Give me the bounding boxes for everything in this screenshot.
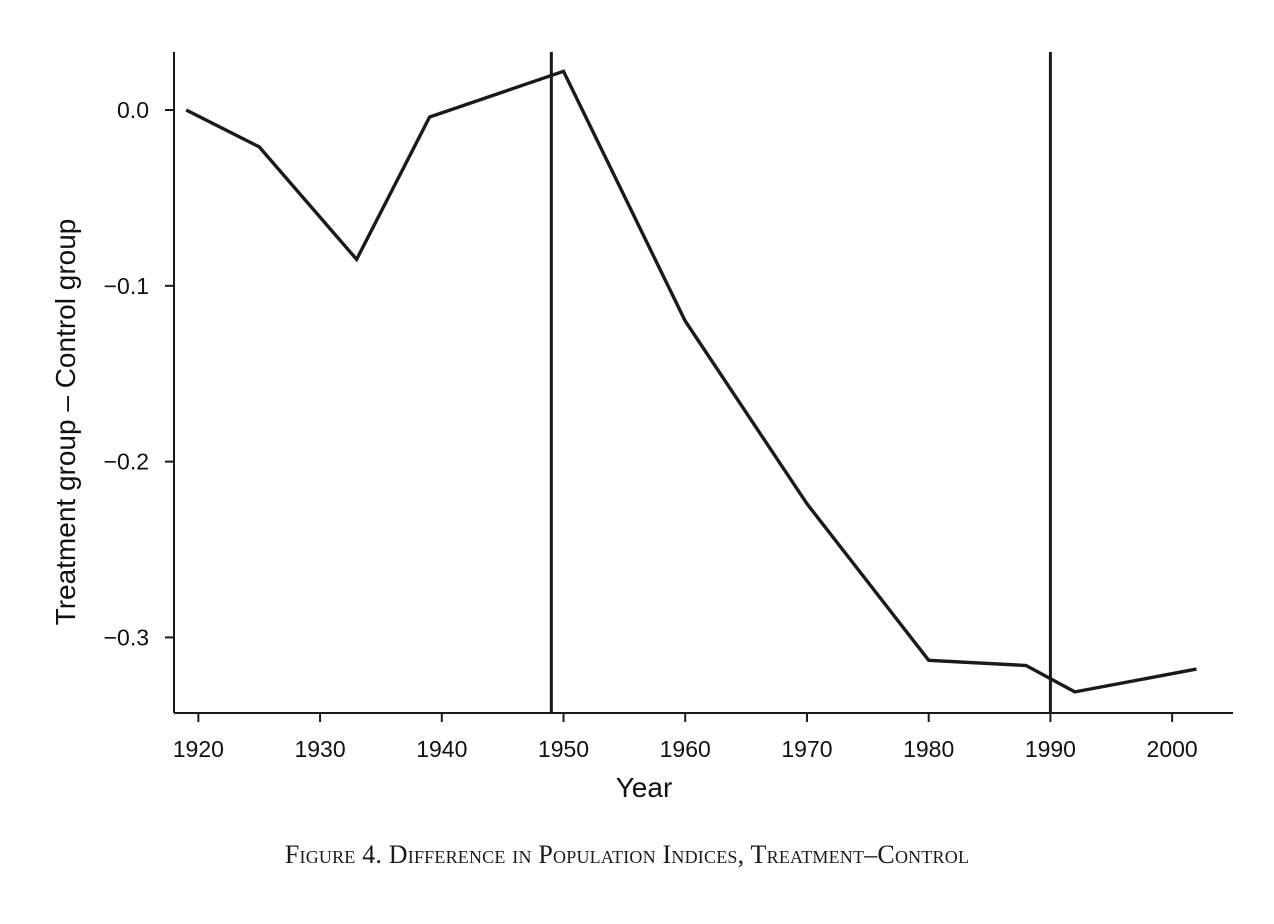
y-axis-title: Treatment group – Control group	[50, 219, 81, 626]
x-tick-label: 1920	[173, 736, 224, 762]
x-tick-label: 1960	[660, 736, 711, 762]
x-tick-label: 1980	[903, 736, 954, 762]
y-tick-label: −0.3	[104, 624, 149, 650]
series-group	[185, 69, 1197, 694]
reference-lines	[549, 52, 1052, 713]
x-axis-title: Year	[616, 772, 673, 803]
x-tick-label: 1950	[538, 736, 589, 762]
x-axis-ticks: 1920 1930 1940 1950 1960 1970 1980 1990 2000	[173, 713, 1198, 762]
y-axis-ticks: 0.0 −0.1 −0.2 −0.3	[104, 97, 174, 650]
x-tick-label: 1940	[416, 736, 467, 762]
x-tick-label: 2000	[1147, 736, 1198, 762]
series-line	[185, 69, 1197, 694]
x-tick-label: 1930	[294, 736, 345, 762]
y-tick-label: −0.2	[104, 449, 149, 475]
x-tick-label: 1990	[1025, 736, 1076, 762]
figure-caption: Figure 4. Difference in Population Indic…	[285, 840, 969, 869]
y-tick-label: −0.1	[104, 273, 149, 299]
x-tick-label: 1970	[781, 736, 832, 762]
y-tick-label: 0.0	[117, 97, 149, 123]
axes	[173, 52, 1233, 714]
